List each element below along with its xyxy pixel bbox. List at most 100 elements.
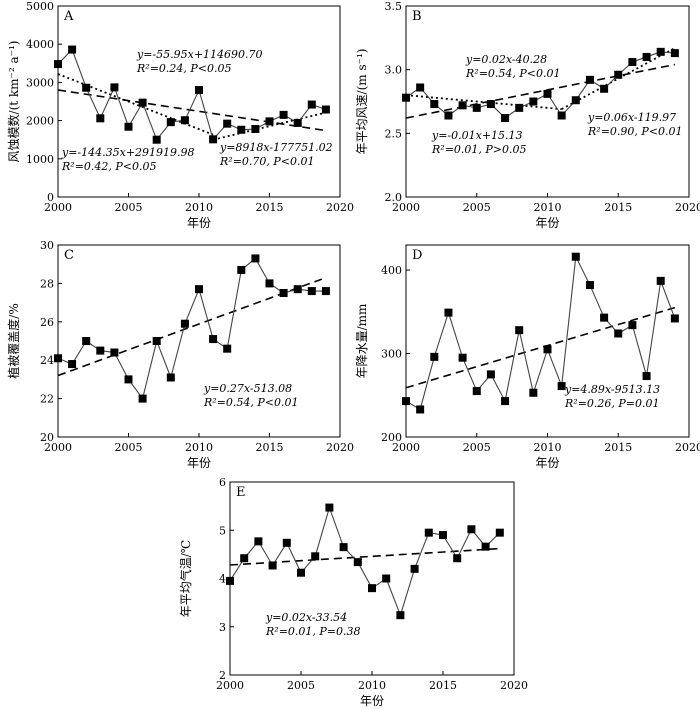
y-tick-label: 4000 <box>26 38 54 51</box>
data-point <box>430 352 439 361</box>
data-point <box>293 118 302 127</box>
data-point <box>237 125 246 134</box>
regression-stats: R²=0.54, P<0.01 <box>465 67 561 80</box>
data-point <box>402 93 410 102</box>
y-tick-label: 2000 <box>26 115 54 128</box>
data-point <box>543 89 552 98</box>
data-point <box>251 254 260 263</box>
x-tick-label: 2020 <box>326 201 354 214</box>
x-tick-label: 2020 <box>675 441 700 454</box>
plot-frame <box>405 5 690 198</box>
trend-line-dotted <box>405 94 562 111</box>
y-tick-label: 5 <box>219 524 226 537</box>
regression-stats: R²=0.70, P<0.01 <box>219 155 315 168</box>
data-point <box>515 103 524 112</box>
data-point <box>424 528 433 537</box>
x-tick-label: 2000 <box>44 201 72 214</box>
data-point <box>254 537 263 546</box>
x-tick-label: 2005 <box>463 201 491 214</box>
data-point <box>138 394 147 403</box>
data-point <box>339 543 348 552</box>
data-point <box>195 86 203 95</box>
panel-A: 2000 2005 2010 2015 2020 0 1000 2000 3000 4000 500… <box>6 0 354 230</box>
data-point <box>410 564 419 573</box>
y-tick-label: 2.5 <box>385 127 403 140</box>
data-point <box>628 58 637 67</box>
data-point <box>226 576 234 585</box>
y-tick-label: 4 <box>219 573 226 586</box>
data-point <box>472 387 481 396</box>
regression-equation: y=0.02x-33.54 <box>265 611 347 624</box>
data-point <box>481 542 490 551</box>
y-tick-label: 22 <box>40 393 54 406</box>
data-point <box>311 552 320 561</box>
regression-equation: y=0.06x-119.97 <box>587 111 676 124</box>
y-tick-label: 20 <box>40 431 54 444</box>
x-tick-label: 2010 <box>534 201 562 214</box>
data-point <box>670 49 679 58</box>
data-point <box>82 83 91 92</box>
panel-B: 2000 2005 2010 2015 2020 2.0 2.5 3.0 3.5 年份 年平均风速/… <box>355 0 700 230</box>
data-point <box>353 558 362 567</box>
panel-letter: C <box>64 248 74 263</box>
panel-D: 2000 2005 2010 2015 2020 200 300 400 年份 年降水量/mm Dy… <box>355 244 700 470</box>
y-axis-label: 年降水量/mm <box>355 303 369 378</box>
y-tick-label: 2.0 <box>385 191 403 204</box>
x-axis-label: 年份 <box>187 456 211 470</box>
trend-line-dotted <box>212 111 327 141</box>
panel-C: 2000 2005 2010 2015 2020202224262830年份植被覆盖度/… <box>6 239 354 470</box>
data-point <box>571 252 580 261</box>
y-tick-label: 300 <box>381 348 402 361</box>
regression-stats: R²=0.01, P=0.38 <box>265 625 361 638</box>
data-point <box>237 265 246 274</box>
y-tick-label: 6 <box>219 476 226 489</box>
data-point <box>279 110 288 119</box>
x-tick-label: 2005 <box>463 441 491 454</box>
x-axis-label: 年份 <box>535 456 559 470</box>
data-point <box>501 397 510 406</box>
data-point <box>268 561 277 570</box>
data-point <box>458 353 467 362</box>
data-point <box>416 405 425 414</box>
regression-equation: y=-0.01x+15.13 <box>431 129 523 142</box>
data-point <box>124 122 133 131</box>
x-axis-label: 年份 <box>360 694 384 708</box>
data-point <box>265 279 274 288</box>
data-point <box>265 117 274 126</box>
y-tick-label: 5000 <box>26 0 54 13</box>
series-line <box>57 257 326 400</box>
regression-stats: R²=0.24, P<0.05 <box>136 62 232 75</box>
data-point <box>501 114 510 123</box>
data-point <box>279 289 288 297</box>
data-point <box>557 111 566 120</box>
data-point <box>223 119 232 128</box>
data-point <box>195 285 203 294</box>
y-axis-label: 风蚀模数/(t km⁻² a⁻¹) <box>6 41 21 163</box>
y-tick-label: 2 <box>219 669 226 682</box>
regression-equation: y=-144.35x+291919.98 <box>61 146 195 159</box>
data-point <box>124 375 133 384</box>
data-point <box>495 528 504 537</box>
regression-equation: y=0.02x-40.28 <box>465 53 547 66</box>
data-point <box>585 281 594 290</box>
data-point <box>166 373 175 382</box>
x-tick-label: 2015 <box>429 679 457 692</box>
data-point <box>82 337 91 345</box>
data-point <box>209 335 218 344</box>
x-tick-label: 2020 <box>675 201 700 214</box>
x-tick-label: 2000 <box>392 201 420 214</box>
data-point <box>321 287 330 296</box>
regression-stats: R²=0.54, P<0.01 <box>203 396 299 409</box>
data-point <box>240 554 249 563</box>
data-point <box>223 344 232 353</box>
x-tick-label: 2005 <box>115 201 143 214</box>
y-tick-label: 26 <box>40 316 54 329</box>
data-point <box>152 135 161 144</box>
data-point <box>54 60 62 69</box>
data-point <box>110 83 119 92</box>
data-point <box>585 75 594 84</box>
data-point <box>416 83 425 92</box>
data-point <box>382 574 391 583</box>
data-point <box>396 611 405 620</box>
